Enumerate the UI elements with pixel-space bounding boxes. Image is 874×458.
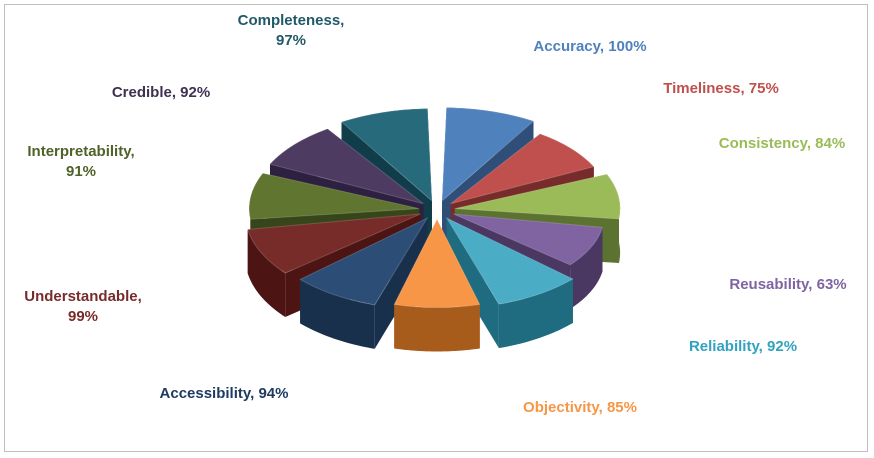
data-label-line: Objectivity, 85% <box>523 399 637 416</box>
data-label-line: Reliability, 92% <box>689 338 797 355</box>
slice-top-interpretability <box>248 172 420 220</box>
data-label-accuracy: Accuracy, 100% <box>533 38 646 55</box>
data-label-reusability: Reusability, 63% <box>729 276 846 293</box>
data-label-accessibility: Accessibility, 94% <box>160 385 289 402</box>
slice-top-timeliness <box>450 133 595 205</box>
slice-outer-wall <box>394 304 480 352</box>
data-label-line: Completeness, <box>238 12 345 29</box>
pie-slice-accessibility <box>299 216 429 349</box>
slice-top-reliability <box>445 216 574 305</box>
data-label-understandable: Understandable, 99% <box>24 288 142 325</box>
pie-slice-objectivity <box>393 218 481 352</box>
data-label-reliability: Reliability, 92% <box>689 338 797 355</box>
slice-top-accessibility <box>299 216 429 306</box>
data-label-interpretability: Interpretability, 91% <box>27 143 134 180</box>
pie-slice-reliability <box>445 216 574 349</box>
data-label-credible: Credible, 92% <box>112 84 210 101</box>
slice-outer-wall <box>570 227 603 309</box>
slice-top-understandable <box>247 213 421 274</box>
slice-top-consistency <box>454 173 621 220</box>
slice-top-objectivity <box>393 218 481 308</box>
data-label-line: Accuracy, 100% <box>533 38 646 55</box>
slice-outer-wall <box>300 279 375 349</box>
slice-top-credible <box>269 128 424 205</box>
slice-wall <box>446 218 499 349</box>
data-label-line: 99% <box>68 308 98 325</box>
data-labels: Accuracy, 100% Timeliness, 75% Consistency… <box>24 12 846 416</box>
pie-slices <box>247 107 621 352</box>
chart-frame: Accuracy, 100% Timeliness, 75% Consistency… <box>4 4 868 452</box>
slice-outer-wall <box>498 278 573 349</box>
slice-top-completeness <box>340 108 433 202</box>
data-label-completeness: Completeness, 97% <box>238 12 345 49</box>
data-label-line: 91% <box>66 163 96 180</box>
data-label-objectivity: Objectivity, 85% <box>523 399 637 416</box>
data-label-line: Timeliness, 75% <box>663 80 779 97</box>
data-label-consistency: Consistency, 84% <box>719 135 845 152</box>
slice-outer-wall <box>247 229 286 318</box>
data-label-line: 97% <box>276 32 306 49</box>
data-label-line: Interpretability, <box>27 143 134 160</box>
data-label-line: Understandable, <box>24 288 142 305</box>
slice-top-accuracy <box>441 107 535 202</box>
data-label-line: Accessibility, 94% <box>160 385 289 402</box>
data-label-timeliness: Timeliness, 75% <box>663 80 779 97</box>
data-label-line: Credible, 92% <box>112 84 210 101</box>
data-label-line: Reusability, 63% <box>729 276 846 293</box>
slice-top-reusability <box>453 213 604 266</box>
pie-chart: Accuracy, 100% Timeliness, 75% Consistency… <box>24 12 846 416</box>
data-label-line: Consistency, 84% <box>719 135 845 152</box>
